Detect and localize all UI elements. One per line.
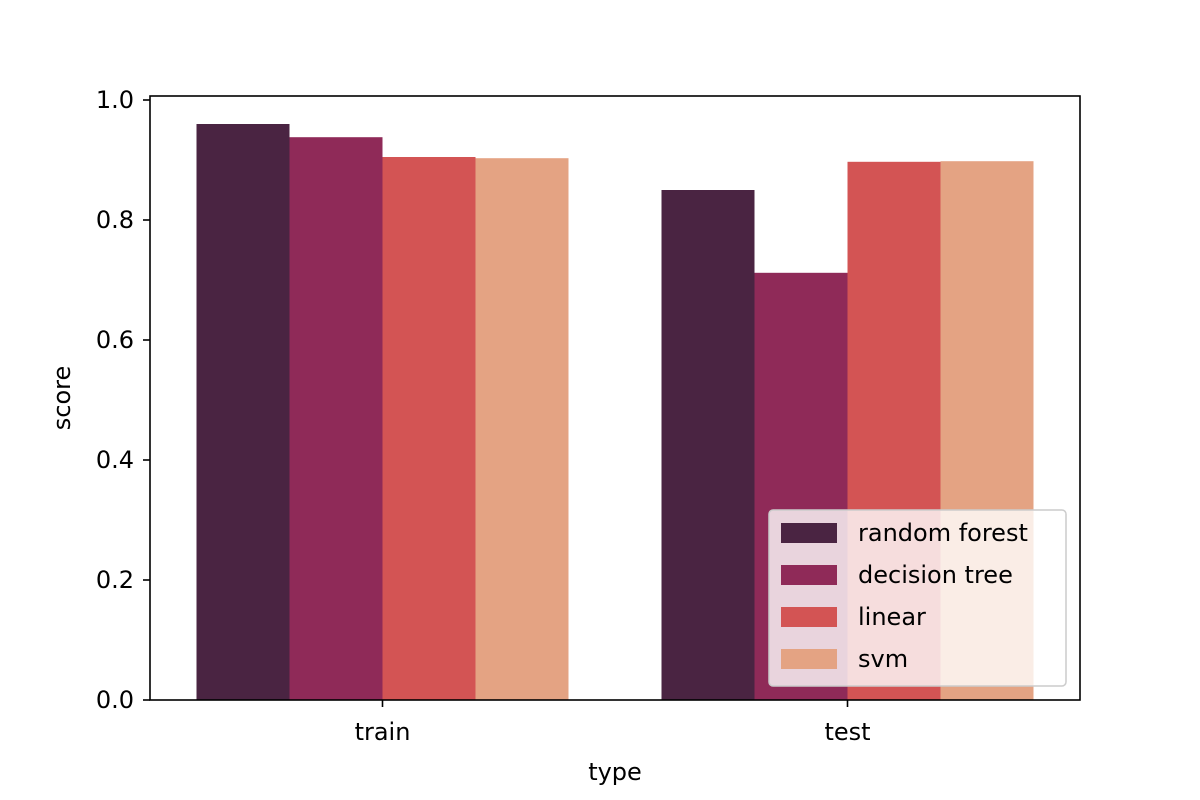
y-tick-label: 0.0	[96, 686, 134, 714]
legend-label: random forest	[858, 519, 1028, 547]
y-tick-label: 1.0	[96, 86, 134, 114]
legend-swatch	[781, 565, 837, 585]
legend-label: linear	[858, 603, 926, 631]
y-tick-label: 0.4	[96, 446, 134, 474]
plot-frame	[149, 95, 1081, 701]
bar-random-forest-train	[196, 124, 290, 700]
x-tick-label: test	[824, 718, 870, 746]
bar-linear-train	[382, 157, 476, 700]
y-tick-label: 0.2	[96, 566, 134, 594]
legend-swatch	[781, 649, 837, 669]
y-axis-label: score	[48, 366, 76, 431]
x-axis: train test	[355, 700, 871, 746]
x-tick-label: train	[355, 718, 411, 746]
bar-svm-train	[475, 158, 569, 700]
legend-label: decision tree	[858, 561, 1013, 589]
legend-swatch	[781, 523, 837, 543]
x-axis-label: type	[588, 758, 642, 786]
legend-swatch	[781, 607, 837, 627]
bar-random-forest-test	[661, 190, 755, 700]
y-tick-label: 0.8	[96, 206, 134, 234]
legend: random forest decision tree linear svm	[768, 509, 1067, 687]
legend-box	[768, 509, 1067, 687]
bar-decision-tree-train	[289, 137, 383, 700]
y-axis: 0.0 0.2 0.4 0.6 0.8 1.0	[96, 86, 150, 714]
legend-label: svm	[858, 645, 908, 673]
y-tick-label: 0.6	[96, 326, 134, 354]
